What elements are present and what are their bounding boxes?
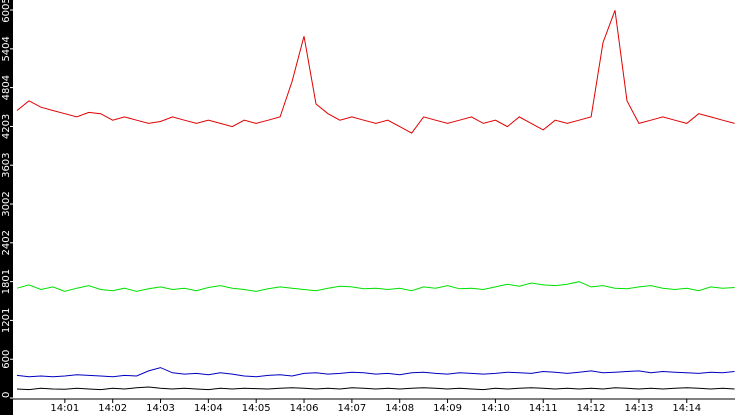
y-tick-label: 0	[1, 392, 12, 398]
series-line	[16, 367, 735, 378]
x-tick-label: 14:10	[481, 403, 510, 414]
x-tick-label: 14:11	[529, 403, 558, 414]
x-tick-label: 14:07	[337, 403, 366, 414]
x-tick-label: 14:01	[50, 403, 79, 414]
series-line	[16, 386, 735, 391]
x-tick-label: 14:09	[433, 403, 462, 414]
y-tick-label: 6005	[1, 0, 12, 23]
x-tick-label: 14:14	[672, 403, 701, 414]
series-line	[16, 281, 735, 292]
y-tick-label: 4203	[1, 114, 12, 139]
x-tick-label: 14:08	[385, 403, 414, 414]
y-tick-label: 1201	[1, 308, 12, 333]
x-tick-label: 14:12	[577, 403, 606, 414]
y-axis-strip	[0, 0, 13, 415]
y-tick-label: 3002	[1, 191, 12, 216]
x-tick-label: 14:05	[242, 403, 271, 414]
y-tick-label: 600	[1, 350, 12, 369]
y-tick-label: 3603	[1, 152, 12, 177]
series-line	[16, 10, 735, 134]
y-tick-label: 1801	[1, 269, 12, 294]
x-tick-label: 14:03	[146, 403, 175, 414]
x-tick-label: 14:04	[194, 403, 223, 414]
x-tick-label: 14:13	[625, 403, 654, 414]
y-tick-label: 4804	[1, 75, 12, 100]
x-tick-label: 14:06	[290, 403, 319, 414]
x-tick-label: 14:02	[98, 403, 127, 414]
y-tick-label: 2402	[1, 230, 12, 255]
y-tick-label: 5404	[1, 36, 12, 61]
